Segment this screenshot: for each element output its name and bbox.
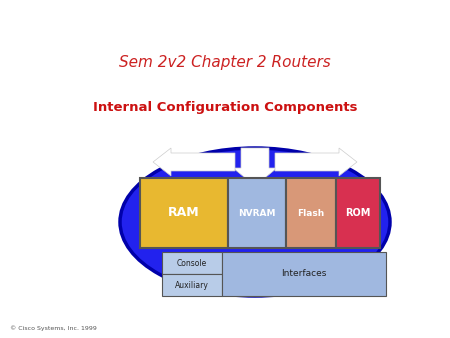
Text: Internal Configuration Components: Internal Configuration Components xyxy=(93,101,357,115)
Bar xyxy=(336,178,380,248)
Text: © Cisco Systems, Inc. 1999: © Cisco Systems, Inc. 1999 xyxy=(10,325,97,331)
Text: Flash: Flash xyxy=(297,209,324,217)
Bar xyxy=(222,252,386,296)
Text: Console: Console xyxy=(177,259,207,267)
Text: Interfaces: Interfaces xyxy=(281,269,327,279)
Text: ROM: ROM xyxy=(345,208,371,218)
Text: Sem 2v2 Chapter 2 Routers: Sem 2v2 Chapter 2 Routers xyxy=(119,54,331,70)
Bar xyxy=(228,178,286,248)
Bar xyxy=(140,178,228,248)
Bar xyxy=(162,274,222,296)
FancyArrow shape xyxy=(233,148,277,186)
FancyArrow shape xyxy=(153,148,235,176)
FancyArrow shape xyxy=(275,148,357,176)
Bar xyxy=(162,252,222,274)
Ellipse shape xyxy=(120,148,390,296)
Text: RAM: RAM xyxy=(168,207,200,219)
Bar xyxy=(286,178,336,248)
Text: Auxiliary: Auxiliary xyxy=(175,281,209,290)
Text: NVRAM: NVRAM xyxy=(238,209,276,217)
